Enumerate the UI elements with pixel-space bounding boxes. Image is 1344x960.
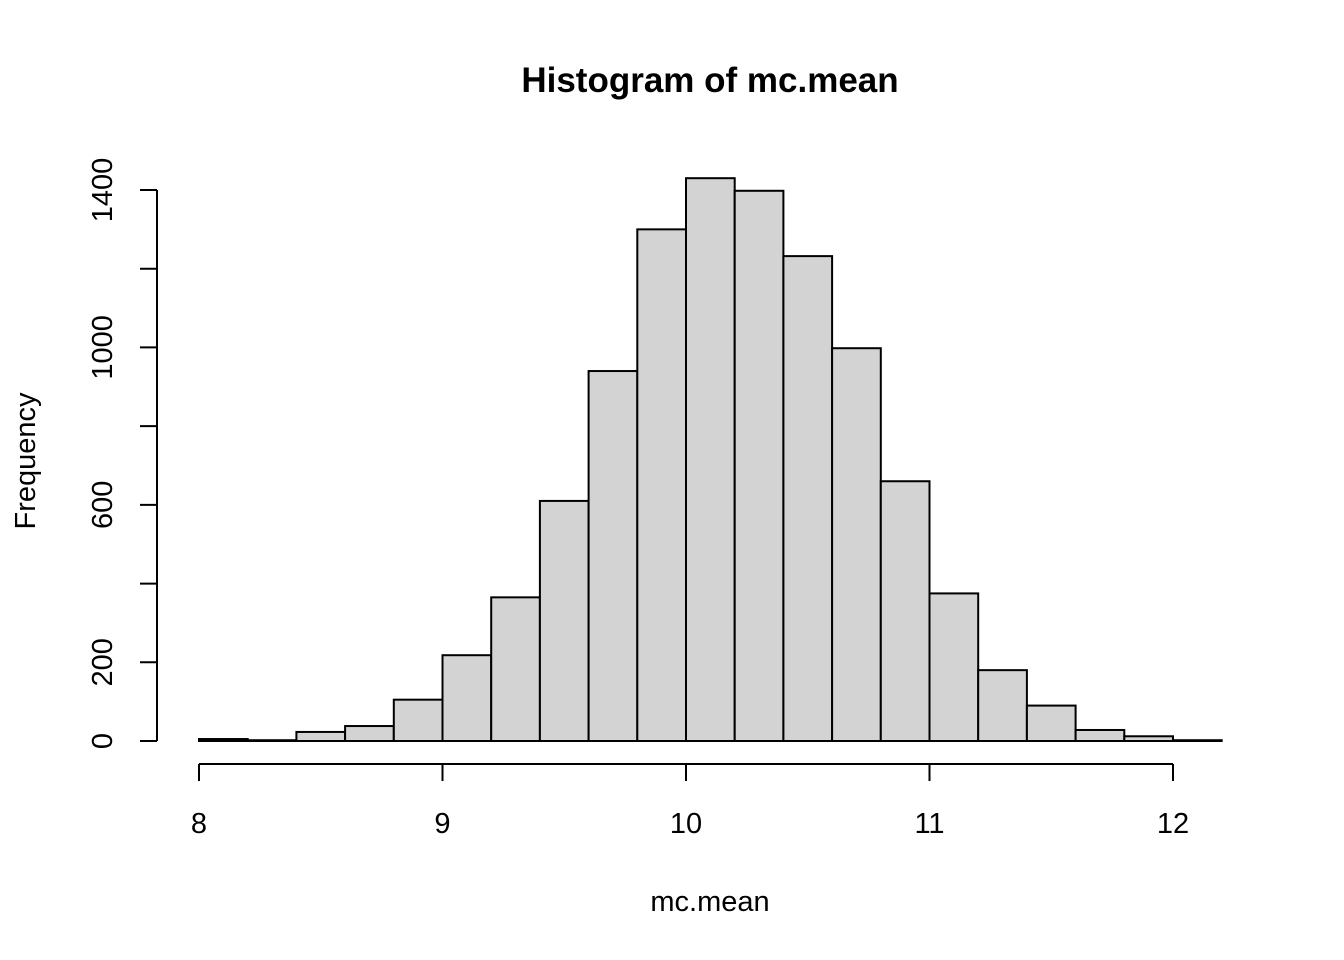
histogram-bar [538,499,590,742]
x-axis-label: mc.mean [650,886,769,918]
histogram-bar [1172,739,1223,742]
y-tick-label: 1400 [87,158,119,223]
histogram-bar [636,228,687,742]
x-tick-label: 10 [670,808,702,840]
histogram-bar [1074,728,1126,742]
x-tick-label: 11 [914,808,944,840]
x-tick-label: 12 [1157,808,1189,840]
y-axis: 0 200 600 1000 1400 [87,158,158,749]
histogram-bar [198,738,249,743]
histogram-bar [831,347,882,742]
histogram-bar [587,370,639,742]
histogram-bar [490,596,541,742]
histogram-bar [928,592,980,742]
histogram-bar [977,669,1028,743]
histogram-bar [1123,735,1175,743]
x-axis: 8 9 10 11 12 [191,763,1189,840]
histogram-bar [344,725,395,743]
histogram-bar [295,730,347,743]
chart-title: Histogram of mc.mean [521,61,898,100]
histogram-bar [685,177,736,742]
x-tick-label: 9 [434,808,450,840]
y-axis-label: Frequency [10,392,42,530]
histogram-bar [733,189,785,742]
y-tick-label: 1000 [87,315,119,380]
y-tick-label: 600 [87,481,119,529]
histogram-bar [392,698,444,742]
histogram-bar [441,654,493,742]
histogram-bar [782,255,834,742]
histogram-bar [1025,704,1077,742]
histogram-bar [246,739,298,742]
bars-group [198,177,1223,743]
histogram-bar [879,480,931,742]
x-tick-label: 8 [191,808,207,840]
y-tick-label: 0 [87,733,119,749]
y-tick-label: 200 [87,638,119,686]
